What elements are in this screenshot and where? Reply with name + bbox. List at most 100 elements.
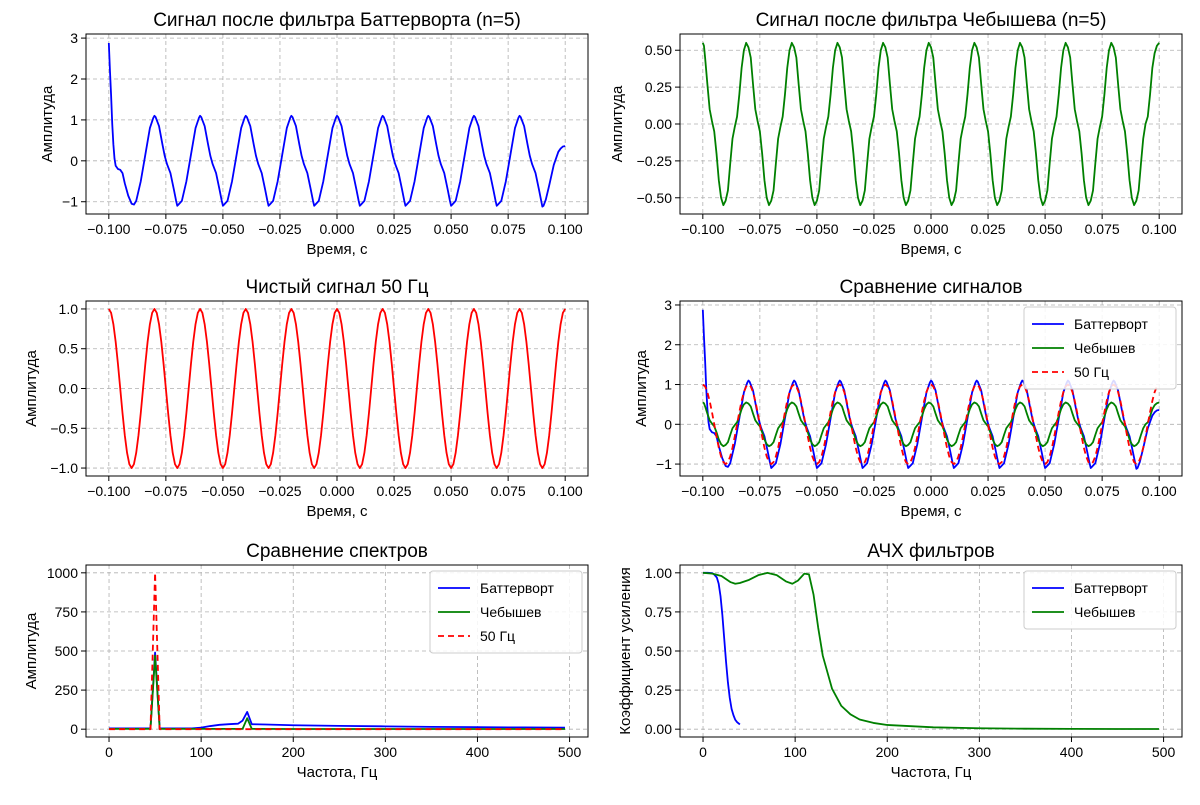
x-tick-label: −0.075: [144, 483, 187, 499]
x-tick-label: 0.100: [548, 221, 583, 237]
x-tick-label: −0.025: [852, 483, 895, 499]
x-tick-label: −0.075: [738, 483, 781, 499]
y-tick-label: 2: [664, 337, 672, 353]
x-tick-label: 0.100: [1142, 221, 1177, 237]
y-tick-label: 0.25: [645, 79, 672, 95]
legend-label: Чебышев: [1074, 604, 1136, 620]
series-line-50 Гц: [702, 383, 1160, 465]
series-line-signal: [701, 41, 1160, 207]
x-axis-label: Время, с: [307, 503, 368, 520]
y-tick-label: 1.0: [59, 301, 79, 317]
series-line-50 Гц: [109, 571, 565, 731]
x-tick-label: 100: [189, 744, 213, 760]
y-axis-label: Амплитуда: [23, 612, 40, 689]
y-tick-label: 0.75: [645, 604, 672, 620]
y-tick-label: 500: [55, 643, 79, 659]
y-tick-label: 0: [664, 416, 672, 432]
series-line-signal: [107, 42, 566, 208]
y-tick-label: −0.5: [50, 420, 78, 436]
chart-pure-signal: −0.100 −0.075 −0.050 −0.025 0.000 0.025 0.050 0…: [23, 277, 589, 520]
series-line-signal: [108, 308, 566, 469]
legend: Баттерворт Чебышев 50 Гц: [1023, 306, 1177, 390]
x-tick-label: 0.075: [1085, 221, 1120, 237]
legend: Баттерворт Чебышев 50 Гц: [429, 570, 583, 654]
y-tick-label: 750: [55, 604, 79, 620]
x-axis-label: Время, с: [901, 241, 962, 258]
x-tick-label: 0.000: [319, 221, 354, 237]
x-tick-label: −0.100: [87, 221, 130, 237]
chart-butterworth-signal: −0.100 −0.075 −0.050 −0.025 0.000 0.025 0.050 0…: [39, 10, 589, 258]
y-tick-label: 0.0: [59, 381, 79, 397]
x-tick-label: −0.075: [144, 221, 187, 237]
legend-label: Баттерворт: [1074, 316, 1148, 332]
y-tick-label: 0.00: [645, 116, 672, 132]
x-tick-label: 0.000: [319, 483, 354, 499]
x-tick-label: 0: [699, 744, 707, 760]
x-tick-label: −0.100: [681, 483, 724, 499]
y-tick-label: −1.0: [50, 460, 78, 476]
chart-frequency-response: 0 100 200 300 400 500 0.00 0.25 0.50 0.75 1.00 АЧХ …: [617, 541, 1183, 781]
x-tick-label: 0.100: [1142, 483, 1177, 499]
x-tick-label: −0.025: [258, 483, 301, 499]
y-tick-label: −1: [656, 456, 672, 472]
x-tick-label: 0.000: [913, 221, 948, 237]
chart-chebyshev-signal: −0.100 −0.075 −0.050 −0.025 0.000 0.025 0.050 0…: [609, 10, 1183, 258]
y-axis-label: Амплитуда: [609, 85, 626, 162]
series-line-Чебышев: [702, 401, 1160, 448]
series-line-Чебышев: [702, 571, 1159, 730]
y-tick-label: 1: [70, 112, 78, 128]
x-tick-label: 400: [466, 744, 490, 760]
y-tick-label: 1: [664, 377, 672, 393]
x-axis-label: Частота, Гц: [891, 764, 972, 781]
x-tick-label: 200: [876, 744, 900, 760]
x-axis-label: Частота, Гц: [297, 764, 378, 781]
x-tick-label: 500: [558, 744, 582, 760]
x-tick-label: −0.100: [681, 221, 724, 237]
x-tick-label: 300: [968, 744, 992, 760]
y-tick-label: 0.5: [59, 341, 79, 357]
x-tick-label: 0.050: [434, 483, 469, 499]
y-tick-label: 0.50: [645, 42, 672, 58]
chart-title: Сравнение спектров: [246, 541, 428, 562]
x-tick-label: 0.025: [377, 483, 412, 499]
x-axis-label: Время, с: [307, 241, 368, 258]
x-tick-label: −0.050: [795, 221, 838, 237]
y-tick-label: −0.50: [637, 190, 673, 206]
x-tick-label: 100: [783, 744, 807, 760]
y-tick-label: 1.00: [645, 565, 672, 581]
x-tick-label: 0.025: [377, 221, 412, 237]
x-tick-label: 0.075: [1085, 483, 1120, 499]
chart-title: Сигнал после фильтра Чебышева (n=5): [756, 10, 1107, 31]
y-tick-label: −1: [62, 194, 78, 210]
x-tick-label: 0.100: [548, 483, 583, 499]
legend-label: 50 Гц: [480, 628, 515, 644]
legend-label: Чебышев: [480, 604, 542, 620]
x-tick-label: −0.075: [738, 221, 781, 237]
x-tick-label: −0.025: [258, 221, 301, 237]
y-tick-label: 3: [664, 297, 672, 313]
x-tick-label: 0.000: [913, 483, 948, 499]
y-tick-label: 1000: [47, 565, 78, 581]
chart-title: Сравнение сигналов: [839, 277, 1022, 298]
x-tick-label: −0.050: [201, 221, 244, 237]
x-tick-label: 500: [1152, 744, 1176, 760]
y-axis-label: Амплитуда: [633, 349, 650, 426]
y-tick-label: 0: [70, 153, 78, 169]
y-axis-label: Коэффициент усиления: [617, 567, 634, 735]
x-tick-label: −0.050: [201, 483, 244, 499]
x-tick-label: 300: [374, 744, 398, 760]
chart-signal-comparison: −0.100 −0.075 −0.050 −0.025 0.000 0.025 0.050 0…: [633, 277, 1183, 520]
legend-label: Баттерворт: [1074, 580, 1148, 596]
x-tick-label: −0.100: [87, 483, 130, 499]
y-tick-label: 250: [55, 682, 79, 698]
chart-spectrum-comparison: 0 100 200 300 400 500 0 250 500 750 1000 Сравнение …: [23, 541, 589, 781]
x-tick-label: 0.050: [1028, 221, 1063, 237]
legend-box: [1023, 306, 1177, 390]
x-tick-label: 0.075: [491, 221, 526, 237]
y-axis-label: Амплитуда: [39, 85, 56, 162]
y-tick-label: 0.00: [645, 721, 672, 737]
y-axis-label: Амплитуда: [23, 349, 40, 426]
